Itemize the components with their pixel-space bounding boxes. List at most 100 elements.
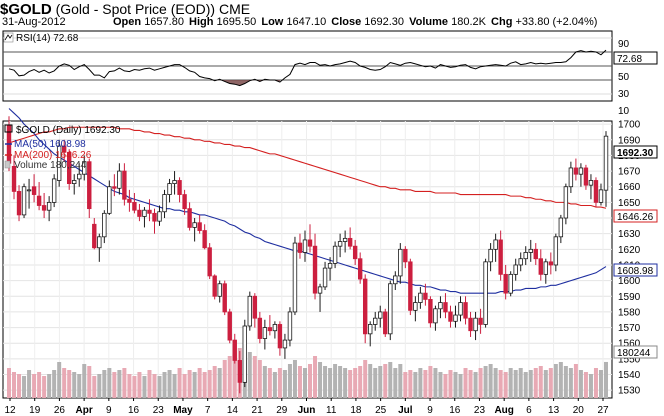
volume-bar bbox=[308, 364, 313, 398]
volume-bar bbox=[102, 370, 107, 398]
volume-bar bbox=[338, 366, 343, 398]
candle-body bbox=[87, 161, 92, 210]
candle-body bbox=[403, 248, 408, 263]
x-tick-label: Jul bbox=[398, 405, 413, 416]
candle-body bbox=[533, 248, 538, 260]
volume-bar bbox=[162, 372, 167, 398]
candle-body bbox=[67, 151, 72, 184]
candle-body bbox=[317, 286, 323, 294]
volume-bar bbox=[398, 364, 403, 398]
volume-bar bbox=[403, 372, 408, 398]
volume-bar bbox=[333, 364, 338, 398]
price-grid bbox=[3, 121, 612, 398]
candle-body bbox=[478, 317, 483, 325]
candle-body bbox=[438, 302, 443, 310]
volume-bar bbox=[92, 376, 97, 398]
value-tags: 1692.30 1646.26 1608.98 180244 bbox=[613, 145, 658, 359]
candle-body bbox=[388, 283, 393, 335]
volume-bar bbox=[37, 372, 42, 398]
x-tick-label: Apr bbox=[76, 405, 93, 416]
volume-bar bbox=[272, 372, 277, 398]
candle-body bbox=[242, 325, 247, 383]
candle-body bbox=[568, 167, 574, 188]
candle-body bbox=[332, 245, 338, 264]
candle-body bbox=[282, 339, 288, 349]
candle-body bbox=[337, 241, 343, 247]
rsi-axis: 90 70 50 30 10 bbox=[618, 39, 630, 117]
candle-body bbox=[287, 311, 293, 341]
ma200-line bbox=[8, 126, 607, 209]
volume-bar bbox=[62, 368, 67, 398]
candle-body bbox=[16, 191, 22, 216]
x-tick-label: 27 bbox=[597, 405, 609, 416]
ma200-tag-text: 1646.26 bbox=[617, 212, 654, 223]
candle-body bbox=[558, 217, 564, 238]
volume-bar bbox=[523, 372, 528, 398]
volume-bar bbox=[513, 370, 518, 398]
volume-bar bbox=[433, 368, 438, 398]
price-tick: 1560 bbox=[618, 339, 641, 350]
volume-bar bbox=[493, 368, 498, 398]
volume-bar bbox=[323, 366, 328, 398]
volume-bar bbox=[77, 374, 82, 398]
volume-bar bbox=[418, 368, 423, 398]
volume-bar bbox=[97, 374, 102, 398]
volume-bar bbox=[363, 360, 368, 398]
volume-bar bbox=[47, 374, 52, 398]
x-tick-label: Jun bbox=[298, 405, 316, 416]
volume-bar bbox=[353, 368, 358, 398]
candle-body bbox=[117, 170, 122, 189]
high-value: 1695.50 bbox=[216, 16, 257, 28]
volume-bar bbox=[252, 356, 257, 398]
candle-body bbox=[448, 311, 453, 322]
low-value: 1647.10 bbox=[286, 16, 327, 28]
high-label: High bbox=[189, 16, 214, 28]
candle-body bbox=[152, 212, 157, 222]
volume-bar bbox=[604, 361, 608, 398]
volume-bar bbox=[378, 366, 383, 398]
candle-body bbox=[97, 236, 102, 249]
candle-body bbox=[518, 258, 523, 266]
rsi-tick: 30 bbox=[618, 89, 630, 100]
x-tick-label: 20 bbox=[573, 405, 585, 416]
volume-bar bbox=[87, 366, 92, 398]
volume-bar bbox=[453, 372, 458, 398]
volume-bar bbox=[473, 372, 478, 398]
price-tick: 1670 bbox=[618, 167, 641, 178]
candle-body bbox=[378, 311, 383, 319]
volume-bar bbox=[302, 368, 307, 398]
candle-body bbox=[142, 209, 147, 217]
candle-body bbox=[46, 201, 52, 211]
symbol-description: (Gold - Spot Price (EOD)) bbox=[55, 1, 216, 17]
x-tick-label: 29 bbox=[276, 405, 288, 416]
volume-bar bbox=[508, 368, 513, 398]
candle-body bbox=[122, 170, 127, 200]
candle-body bbox=[553, 236, 559, 266]
candle-body bbox=[352, 245, 358, 260]
volume-bar bbox=[247, 352, 252, 398]
volume-bar bbox=[343, 368, 348, 398]
volume-bar bbox=[212, 366, 217, 398]
volume-value: 180.2K bbox=[451, 16, 486, 28]
candle-body bbox=[398, 248, 403, 277]
close-tag-text: 1692.30 bbox=[617, 148, 654, 159]
candle-body bbox=[408, 261, 413, 311]
volume-bar bbox=[598, 370, 603, 398]
volume-bar bbox=[277, 368, 282, 398]
candle-body bbox=[177, 180, 182, 195]
volume-bar bbox=[82, 364, 87, 398]
candle-body bbox=[147, 209, 152, 214]
volume-bar bbox=[262, 366, 267, 398]
volume-bar bbox=[533, 368, 538, 398]
volume-bar bbox=[563, 366, 568, 398]
candle-body bbox=[267, 327, 273, 332]
volume-bar bbox=[503, 372, 508, 398]
volume-bar bbox=[348, 370, 353, 398]
volume-bar bbox=[318, 362, 323, 398]
chart-title: $GOLD (Gold - Spot Price (EOD)) CME bbox=[0, 1, 250, 18]
volume-bar bbox=[528, 370, 533, 398]
rsi-oversold-fill bbox=[214, 80, 280, 86]
candle-body bbox=[112, 186, 117, 189]
volume-bar bbox=[17, 374, 22, 398]
volume-bar bbox=[257, 360, 262, 398]
